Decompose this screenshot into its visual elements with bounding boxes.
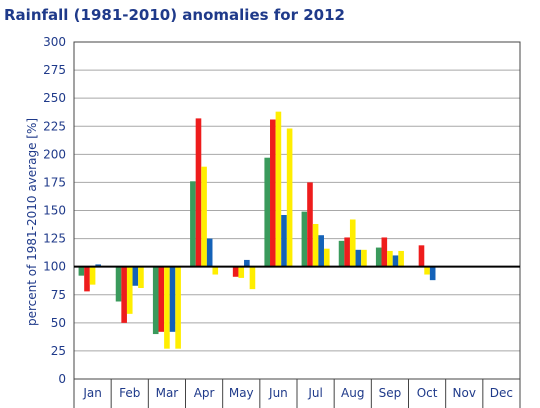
bar (206, 238, 213, 267)
bar (169, 266, 176, 332)
bar (387, 250, 393, 267)
bar (338, 240, 345, 267)
y-tick-label: 200 (43, 147, 66, 161)
x-tick-label: Feb (119, 386, 140, 400)
bar (244, 259, 250, 267)
y-tick-label: 125 (43, 232, 66, 246)
bar (84, 266, 90, 292)
x-tick-label: Mar (156, 386, 179, 400)
bar (344, 237, 350, 267)
x-tick-label: May (229, 386, 254, 400)
bar (95, 264, 101, 267)
bar (264, 157, 271, 267)
bar (424, 266, 430, 275)
y-tick-label: 100 (43, 260, 66, 274)
chart-title: Rainfall (1981-2010) anomalies for 2012 (4, 6, 345, 24)
bar (89, 266, 96, 285)
bar (115, 266, 122, 302)
bar (301, 211, 308, 267)
bar (158, 266, 165, 332)
bars (78, 111, 436, 349)
bar (398, 250, 404, 267)
axes (73, 41, 521, 408)
bar (375, 247, 382, 267)
bar (175, 266, 181, 349)
y-axis-label: percent of 1981-2010 average [%] (25, 118, 39, 326)
bar (270, 119, 276, 267)
x-tick-label: Jul (307, 386, 322, 400)
x-tick-label: Aug (341, 386, 364, 400)
bar (78, 266, 85, 276)
bar (126, 266, 133, 314)
x-tick-label: Jun (268, 386, 288, 400)
y-tick-label: 25 (51, 344, 66, 358)
bar (281, 214, 287, 267)
x-tick-label: Apr (194, 386, 215, 400)
x-tick-labels: Jan Feb Mar Apr May Jun Jul Aug Sep Oct Nov Dec (82, 386, 513, 400)
bar (138, 266, 144, 289)
x-tick-label: Oct (417, 386, 438, 400)
x-tick-label: Jan (82, 386, 102, 400)
y-tick-label: 275 (43, 63, 66, 77)
bar (381, 237, 388, 267)
bar (392, 255, 399, 267)
bar (195, 118, 202, 267)
bar (201, 166, 207, 267)
bar (121, 266, 127, 323)
bar (429, 266, 436, 281)
x-tick-label: Sep (379, 386, 402, 400)
y-tick-label: 250 (43, 91, 66, 105)
bar (232, 266, 239, 277)
bar (132, 266, 139, 286)
bar (307, 182, 313, 267)
bar (318, 235, 324, 267)
x-tick-label: Dec (490, 386, 513, 400)
y-tick-label: 175 (43, 175, 66, 189)
bar (355, 249, 362, 267)
bar (361, 249, 367, 267)
bar (238, 266, 245, 278)
bar (190, 181, 196, 267)
bar (164, 266, 170, 349)
y-tick-label: 0 (58, 372, 66, 386)
bar (212, 266, 219, 275)
bar (323, 248, 330, 267)
bar (249, 266, 256, 290)
y-tick-label: 150 (43, 204, 66, 218)
grid-lines (74, 69, 520, 352)
bar (275, 111, 282, 267)
y-tick-label: 300 (43, 35, 66, 49)
y-tick-label: 75 (51, 288, 66, 302)
bar (312, 223, 319, 267)
y-tick-label: 225 (43, 119, 66, 133)
y-tick-labels: 0 25 50 75 100 125 150 175 200 225 250 275 300 (43, 35, 66, 386)
bar (349, 219, 356, 267)
x-tick-label: Nov (453, 386, 476, 400)
bar (152, 266, 159, 335)
bar (418, 245, 425, 267)
y-tick-label: 50 (51, 316, 66, 330)
bar (286, 128, 293, 267)
